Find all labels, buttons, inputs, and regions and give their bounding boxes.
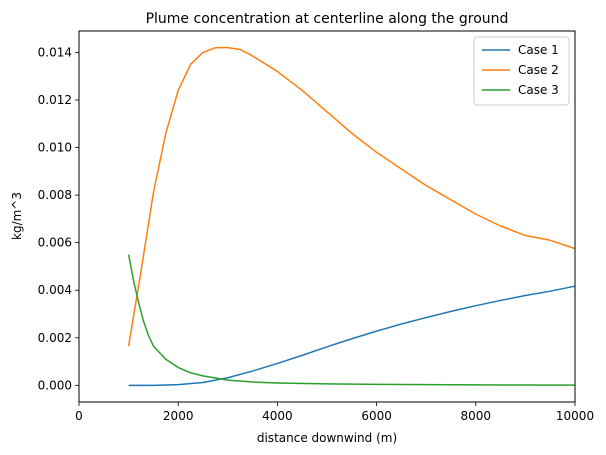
y-tick-label: 0.014 [38, 45, 72, 59]
legend: Case 1 Case 2 Case 3 [473, 36, 570, 106]
x-tick-label: 2000 [163, 409, 194, 423]
chart-title: Plume concentration at centerline along … [146, 11, 509, 27]
series-line-case-1 [128, 285, 576, 387]
series-line-case-3 [127, 254, 576, 386]
y-tick-label: 0.010 [38, 141, 72, 155]
y-tick-label: 0.000 [38, 378, 72, 392]
legend-label: Case 3 [518, 83, 559, 97]
x-axis-label: distance downwind (m) [257, 431, 397, 445]
y-axis: 0.000 0.002 0.004 0.006 0.008 0.010 0.012 0.014 [38, 45, 79, 392]
y-tick-label: 0.002 [38, 331, 72, 345]
y-axis-label: kg/m^3 [10, 192, 24, 240]
y-tick-label: 0.004 [38, 283, 72, 297]
x-axis: 0 2000 4000 6000 8000 10000 [75, 402, 594, 423]
y-tick-label: 0.006 [38, 236, 72, 250]
legend-box [473, 36, 570, 106]
x-tick-label: 6000 [361, 409, 392, 423]
x-tick-label: 8000 [461, 409, 492, 423]
x-tick-label: 10000 [556, 409, 594, 423]
y-tick-label: 0.008 [38, 188, 72, 202]
x-tick-label: 0 [75, 409, 83, 423]
x-tick-label: 4000 [262, 409, 293, 423]
plot-frame [78, 30, 576, 403]
legend-label: Case 2 [518, 63, 559, 77]
plot-area [127, 46, 576, 387]
y-tick-label: 0.012 [38, 93, 72, 107]
series-line-case-2 [127, 46, 576, 347]
legend-label: Case 1 [518, 43, 559, 57]
